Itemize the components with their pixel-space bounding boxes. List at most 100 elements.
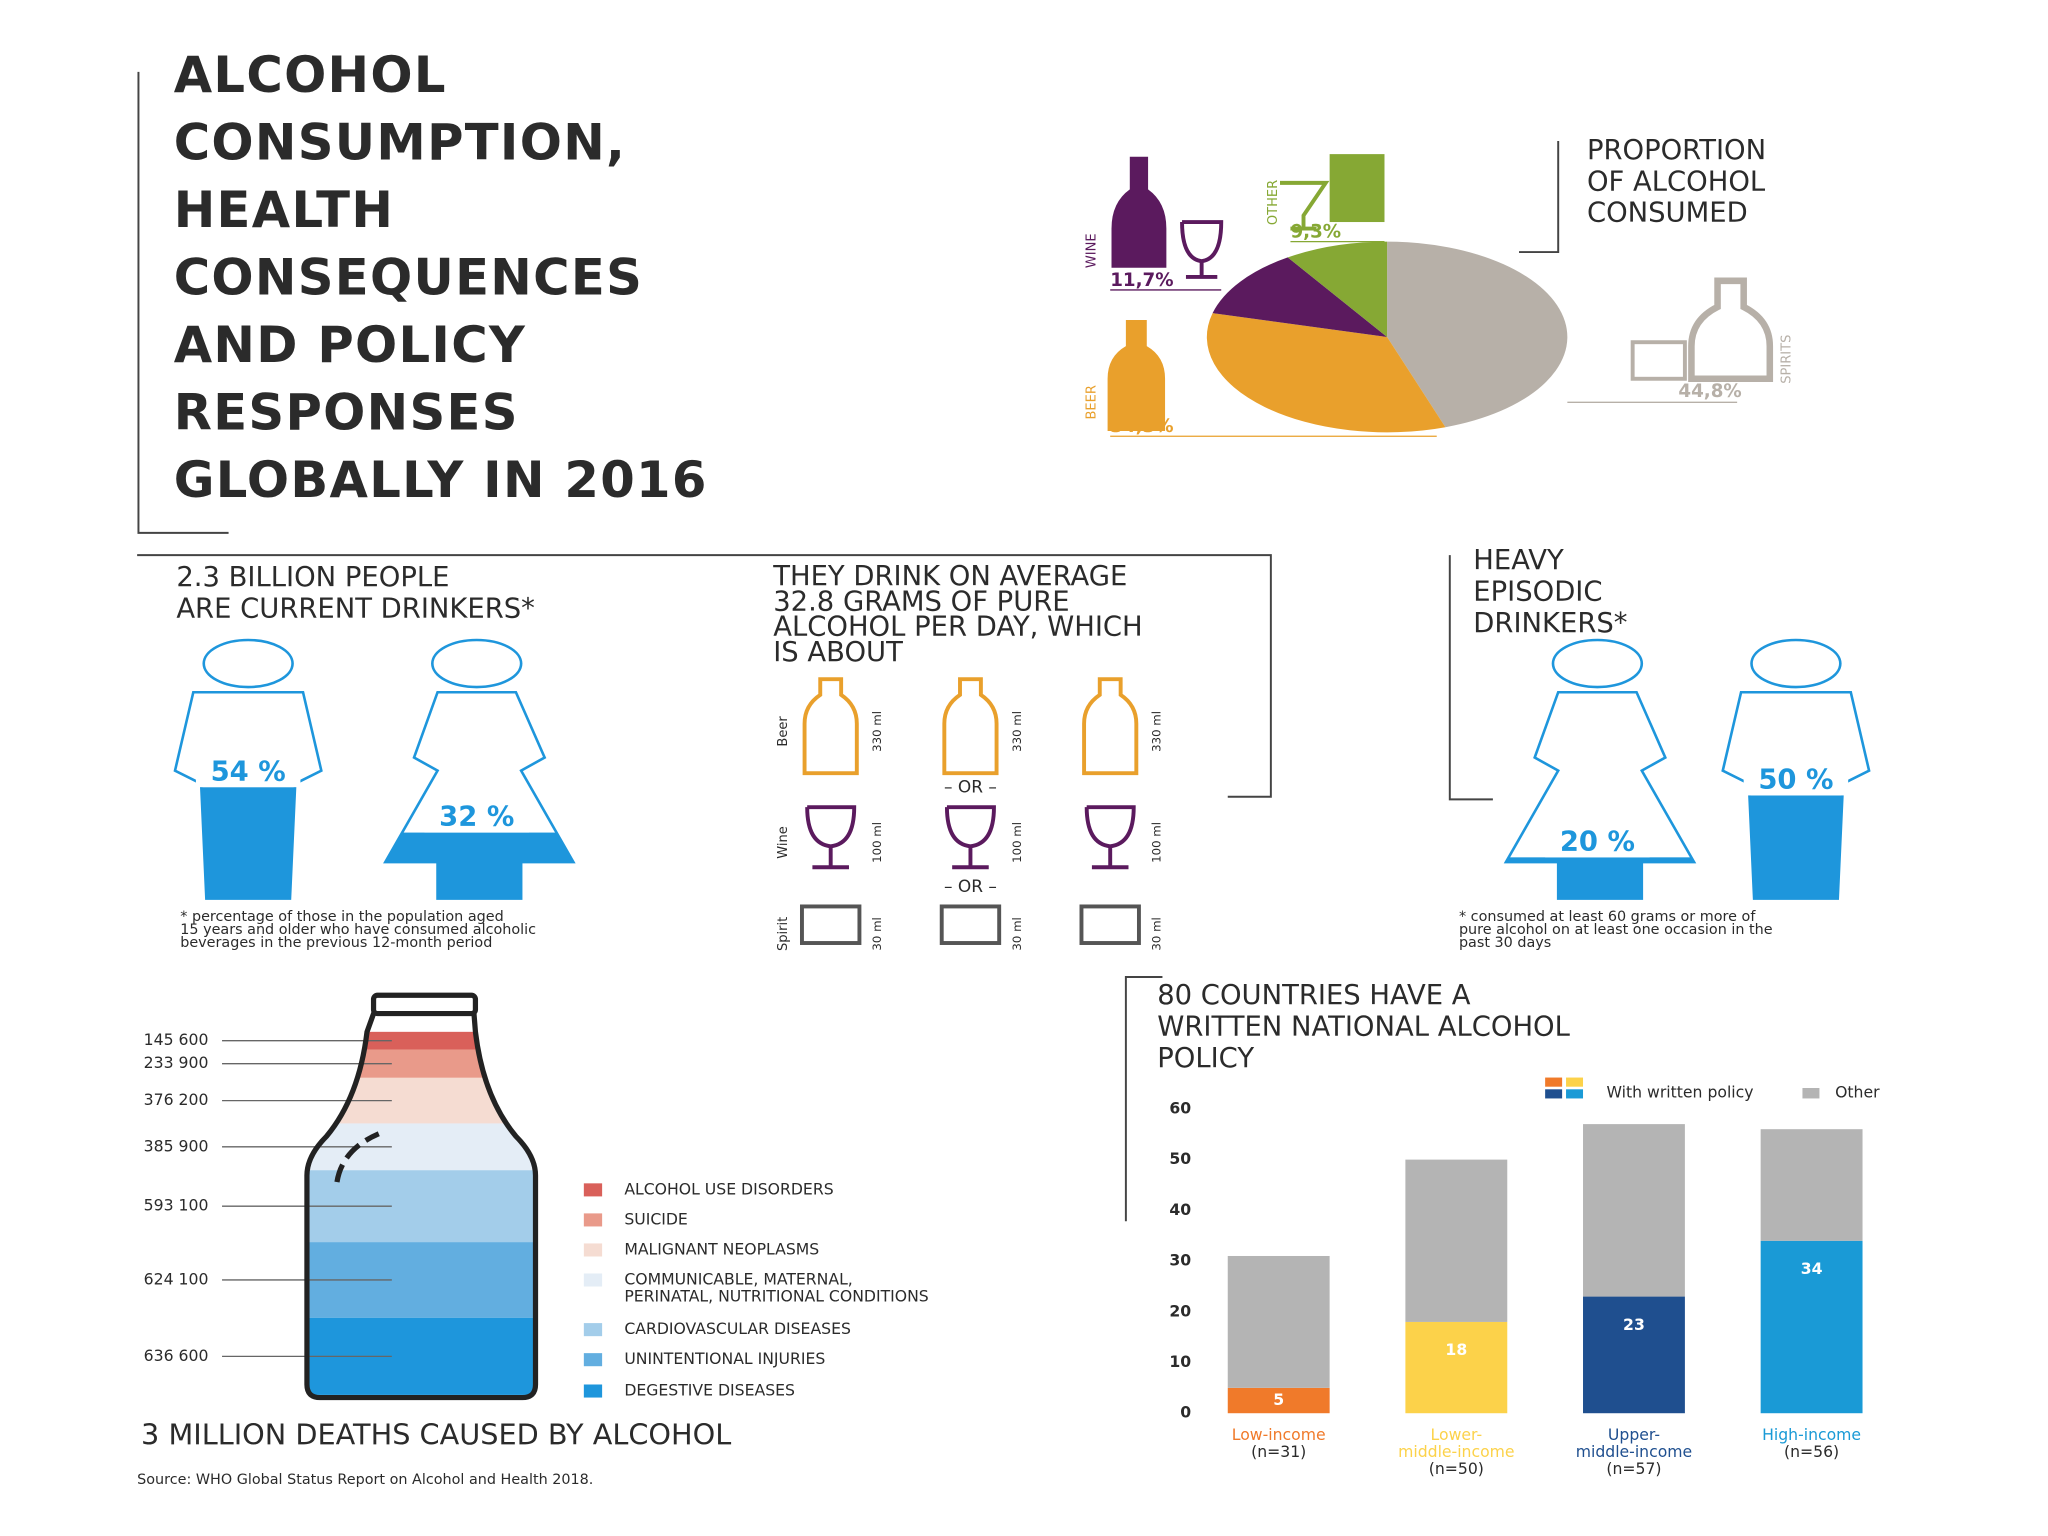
value-label: 145 600: [144, 1030, 209, 1049]
heavy-footnote: pure alcohol on at least one occasion in…: [1459, 922, 1773, 938]
other-glass: [1329, 154, 1385, 223]
drinkers-heading: ARE CURRENT DRINKERS*: [176, 593, 535, 624]
drink-size: 30 ml: [870, 917, 884, 950]
y-tick-label: 30: [1169, 1251, 1191, 1270]
value-label: 233 900: [144, 1053, 209, 1072]
highlight: [334, 1131, 380, 1183]
legend-swatch: [1802, 1088, 1820, 1099]
head: [431, 638, 523, 689]
drinkers-footnote: * percentage of those in the population …: [180, 909, 503, 925]
average-heading: 32.8 GRAMS OF PURE: [773, 586, 1069, 617]
bar-label: 5: [1273, 1390, 1284, 1409]
title-line: CONSEQUENCES: [174, 248, 643, 306]
policy-heading: WRITTEN NATIONAL ALCOHOL: [1157, 1011, 1570, 1042]
heavy-footnote: * consumed at least 60 grams or more of: [1459, 909, 1756, 925]
x-tick-label: (n=50): [1429, 1459, 1484, 1478]
y-tick-label: 10: [1169, 1352, 1191, 1371]
drink-size: 30 ml: [1150, 917, 1164, 950]
value-label: 385 900: [144, 1136, 209, 1155]
slice-name: OTHER: [1266, 180, 1281, 225]
frame-lines: [137, 71, 1560, 1222]
x-tick-label: (n=57): [1606, 1459, 1661, 1478]
title-bracket: [137, 71, 229, 534]
cocktail: [1280, 180, 1330, 231]
bar-label: 18: [1445, 1340, 1467, 1359]
legend-swatch: [583, 1213, 603, 1227]
slice-name: BEER: [1084, 385, 1099, 420]
x-tick-label: Low-income: [1232, 1425, 1326, 1444]
legend-swatch: [1545, 1089, 1563, 1099]
spirits-glass: [1630, 340, 1687, 381]
average-heading: THEY DRINK ON AVERAGE: [772, 561, 1127, 592]
drinkers-heading: 2.3 BILLION PEOPLE: [176, 562, 449, 593]
legend-label: DEGESTIVE DISEASES: [624, 1381, 795, 1400]
pie-slice: [1387, 241, 1568, 428]
legend-label: MALIGNANT NEOPLASMS: [624, 1239, 819, 1258]
drink-size: 330 ml: [1150, 711, 1164, 752]
drinkers-footnote: beverages in the previous 12-month perio…: [180, 935, 492, 951]
fill-level: [1505, 857, 1695, 899]
x-tick-label: Upper-: [1608, 1425, 1660, 1444]
value-label: 624 100: [144, 1269, 209, 1288]
fill-level: [175, 787, 322, 899]
percent-label: 54 %: [211, 756, 286, 787]
drink-name: Wine: [776, 826, 791, 859]
title-line: HEALTH: [174, 181, 394, 239]
pie-bracket: [1519, 141, 1560, 254]
body-outline: [173, 690, 323, 900]
bar-other: [1405, 1159, 1508, 1322]
label-bg: [424, 803, 529, 833]
pie-title: CONSUMED: [1587, 198, 1748, 229]
beer-bottle: [1107, 320, 1166, 432]
heavy-bracket: [1448, 555, 1493, 801]
title-line: RESPONSES: [174, 384, 519, 442]
bottle-outline: [304, 996, 539, 1401]
percent-label: 32 %: [439, 802, 514, 833]
drink-name: Beer: [776, 716, 791, 747]
body-outline: [1503, 690, 1697, 900]
y-tick-label: 20: [1169, 1301, 1191, 1320]
policy-heading: POLICY: [1157, 1043, 1254, 1074]
slice-label: 9,3%: [1290, 221, 1341, 242]
average-heading: IS ABOUT: [773, 637, 903, 668]
drink-size: 100 ml: [1010, 822, 1024, 863]
drink-name: Spirit: [776, 917, 791, 951]
legend-swatch: [583, 1323, 603, 1337]
fill-level: [385, 832, 574, 899]
spirits-bottle: [1688, 277, 1774, 383]
pie-slice: [1287, 241, 1388, 337]
legend-swatch: [583, 1353, 603, 1367]
spirit-icon: [939, 904, 1002, 945]
head: [1551, 638, 1644, 689]
legend-swatch: [1545, 1077, 1563, 1087]
slice-label: 11,7%: [1110, 270, 1173, 291]
heavy-heading: EPISODIC: [1473, 576, 1602, 607]
y-tick-label: 0: [1180, 1403, 1191, 1422]
wine-bottle: [1111, 156, 1167, 268]
fill-level: [1722, 795, 1870, 899]
bottle-cap: [370, 992, 479, 1017]
average-heading: ALCOHOL PER DAY, WHICH: [773, 612, 1142, 643]
legend-label: With written policy: [1607, 1083, 1754, 1102]
wine-icon: [805, 805, 857, 870]
legend-swatch: [1566, 1077, 1584, 1087]
policy-heading: 80 COUNTRIES HAVE A: [1157, 980, 1471, 1011]
heavy-heading: HEAVY: [1473, 545, 1564, 576]
bar-written: [1405, 1321, 1508, 1414]
legend-label: COMMUNICABLE, MATERNAL,: [624, 1270, 852, 1289]
drink-size: 100 ml: [1150, 822, 1164, 863]
drink-size: 30 ml: [1010, 917, 1024, 950]
percent-label: 20 %: [1560, 826, 1635, 857]
value-label: 636 600: [144, 1346, 209, 1365]
x-tick-label: (n=31): [1251, 1442, 1306, 1461]
policy-bracket: [1124, 975, 1163, 1222]
pie-slice: [1206, 313, 1446, 433]
y-tick-label: 50: [1169, 1149, 1191, 1168]
pie-title: PROPORTION: [1587, 135, 1766, 166]
y-tick-label: 60: [1169, 1098, 1191, 1117]
legend-swatch: [583, 1273, 603, 1287]
percent-label: 50 %: [1758, 765, 1833, 796]
legend-label: ALCOHOL USE DISORDERS: [624, 1179, 833, 1198]
bar-other: [1583, 1124, 1685, 1297]
